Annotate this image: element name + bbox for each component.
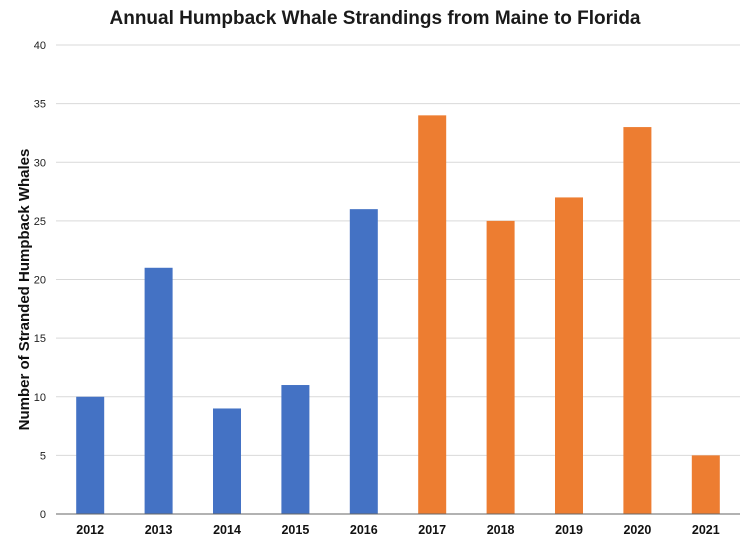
y-tick-label: 0 [40,509,46,521]
x-axis-ticks: 2012 2013 2014 2015 2016 2017 2018 2019 2020 2021 [76,523,719,537]
bar-2018 [486,220,515,514]
y-tick-label: 5 [40,450,46,462]
bar-2015 [281,385,310,514]
bar-2013 [144,267,173,514]
bars [76,115,720,515]
x-tick-label: 2017 [418,523,446,537]
bar-2017 [418,115,447,514]
y-tick-label: 15 [34,333,46,345]
x-tick-label: 2012 [76,523,104,537]
y-tick-label: 25 [34,216,46,228]
x-tick-label: 2019 [555,523,583,537]
x-tick-label: 2020 [623,523,651,537]
bar-2014 [213,408,241,514]
bar-2016 [349,209,378,514]
y-tick-label: 10 [34,392,46,404]
bar-2019 [555,197,583,515]
chart-title: Annual Humpback Whale Strandings from Ma… [109,8,641,29]
x-tick-label: 2016 [350,523,378,537]
x-tick-label: 2018 [487,523,515,537]
x-tick-label: 2013 [145,523,173,537]
y-axis-title: Number of Stranded Humpback Whales [16,149,33,431]
y-tick-label: 40 [34,40,46,52]
y-axis-ticks: 0 5 10 15 20 25 30 35 40 [34,40,46,521]
bar-2012 [76,396,105,514]
x-tick-label: 2014 [213,523,241,537]
y-tick-label: 20 [34,275,46,287]
x-tick-label: 2015 [281,523,309,537]
y-tick-label: 30 [34,157,46,169]
bar-2021 [691,455,720,514]
bar-2020 [623,127,652,514]
x-tick-label: 2021 [692,523,720,537]
y-tick-label: 35 [34,99,46,111]
